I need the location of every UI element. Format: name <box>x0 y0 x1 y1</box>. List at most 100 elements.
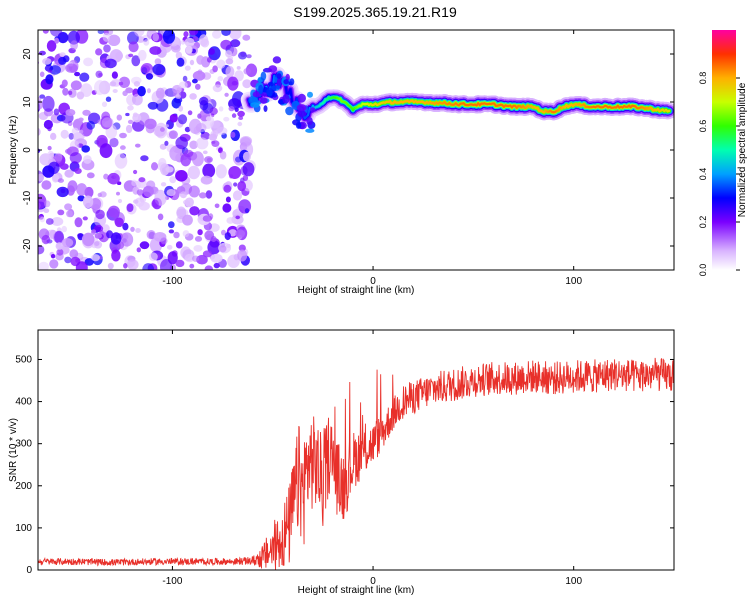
noise-blob <box>202 164 215 178</box>
noise-blob <box>94 80 106 95</box>
noise-blob <box>189 186 200 198</box>
noise-blob <box>209 134 217 141</box>
y-tick-label: 400 <box>15 397 32 408</box>
noise-blob <box>115 218 124 228</box>
ridge-patch <box>250 102 259 108</box>
colorbar-tick-label: 0.2 <box>698 216 708 229</box>
noise-blob <box>233 182 237 186</box>
ridge-patch <box>268 65 277 72</box>
noise-blob <box>130 227 135 232</box>
noise-blob <box>197 229 202 235</box>
noise-blob <box>34 194 47 209</box>
noise-blob <box>222 203 231 212</box>
noise-blob <box>44 200 50 207</box>
noise-blob <box>74 168 81 174</box>
colorbar-label: Normalized spectral amplitude <box>737 82 748 217</box>
noise-blob <box>54 38 59 44</box>
spectrogram-xlabel: Height of straight line (km) <box>298 285 415 296</box>
noise-blob <box>83 216 88 220</box>
noise-blob <box>142 263 154 276</box>
noise-blob <box>110 81 117 86</box>
noise-blob <box>160 163 170 175</box>
noise-blob <box>74 72 80 76</box>
ridge-patch <box>296 122 301 129</box>
noise-blob <box>195 84 201 90</box>
noise-blob <box>176 241 183 248</box>
noise-blob <box>225 232 231 240</box>
noise-blob <box>152 33 159 42</box>
noise-blob <box>45 74 53 84</box>
noise-blob <box>103 33 110 42</box>
noise-blob <box>83 196 93 209</box>
noise-blob <box>151 162 158 170</box>
noise-blob <box>226 217 234 224</box>
noise-blob <box>119 82 123 86</box>
noise-blob <box>242 79 251 88</box>
noise-blob <box>106 97 111 102</box>
ridge-patch <box>264 105 268 112</box>
noise-blob <box>235 216 240 220</box>
ridge-patch <box>298 94 306 103</box>
noise-blob <box>49 259 58 268</box>
noise-blob <box>98 193 102 197</box>
noise-blob <box>62 88 68 96</box>
noise-blob <box>81 145 90 152</box>
noise-blob <box>129 41 139 52</box>
ridge-patch <box>283 79 289 84</box>
noise-blob <box>91 229 96 233</box>
noise-blob <box>189 26 199 35</box>
noise-blob <box>188 110 193 115</box>
noise-blob <box>160 237 167 244</box>
noise-blob <box>76 261 88 274</box>
noise-blob <box>96 71 103 78</box>
noise-blob <box>138 50 147 61</box>
noise-blob <box>47 127 51 131</box>
noise-blob <box>141 65 150 73</box>
noise-blob <box>245 208 249 213</box>
noise-blob <box>137 189 144 195</box>
noise-blob <box>128 54 133 58</box>
noise-blob <box>127 105 134 110</box>
noise-blob <box>196 137 208 149</box>
x-tick-label: -100 <box>162 576 182 587</box>
noise-blob <box>48 146 52 150</box>
noise-blob <box>122 91 127 97</box>
noise-blob <box>183 31 188 37</box>
noise-blob <box>54 109 59 116</box>
ridge-patch <box>282 94 289 104</box>
noise-blob <box>207 57 212 63</box>
noise-blob <box>60 163 69 170</box>
noise-blob <box>148 102 159 110</box>
noise-blob <box>64 170 73 178</box>
noise-blob <box>68 180 78 192</box>
noise-blob <box>123 263 127 269</box>
y-tick-label: 20 <box>22 48 33 60</box>
noise-blob <box>61 226 67 232</box>
noise-blob <box>103 45 111 53</box>
noise-blob <box>189 119 202 134</box>
colorbar-tick-label: 0.6 <box>698 120 708 133</box>
ridge-patch <box>277 78 281 86</box>
noise-blob <box>83 155 92 164</box>
y-tick-label: 0 <box>26 565 32 576</box>
noise-blob <box>203 250 212 257</box>
noise-blob <box>50 133 56 140</box>
ridge-patch <box>285 107 293 116</box>
noise-blob <box>95 210 105 220</box>
noise-blob <box>102 117 114 127</box>
noise-blob <box>68 91 72 96</box>
noise-blob <box>106 230 113 238</box>
noise-blob <box>118 199 122 203</box>
noise-blob <box>65 109 75 116</box>
noise-blob <box>219 106 224 111</box>
noise-blob <box>233 190 242 200</box>
noise-blob <box>42 235 50 244</box>
noise-blob <box>77 92 85 100</box>
ridge-patch <box>266 88 273 97</box>
noise-blob <box>192 256 199 262</box>
ridge-patch <box>290 78 295 85</box>
y-tick-label: -20 <box>22 238 33 253</box>
ridge-patch <box>258 85 263 95</box>
noise-blob <box>71 80 82 90</box>
noise-blob <box>175 137 188 150</box>
